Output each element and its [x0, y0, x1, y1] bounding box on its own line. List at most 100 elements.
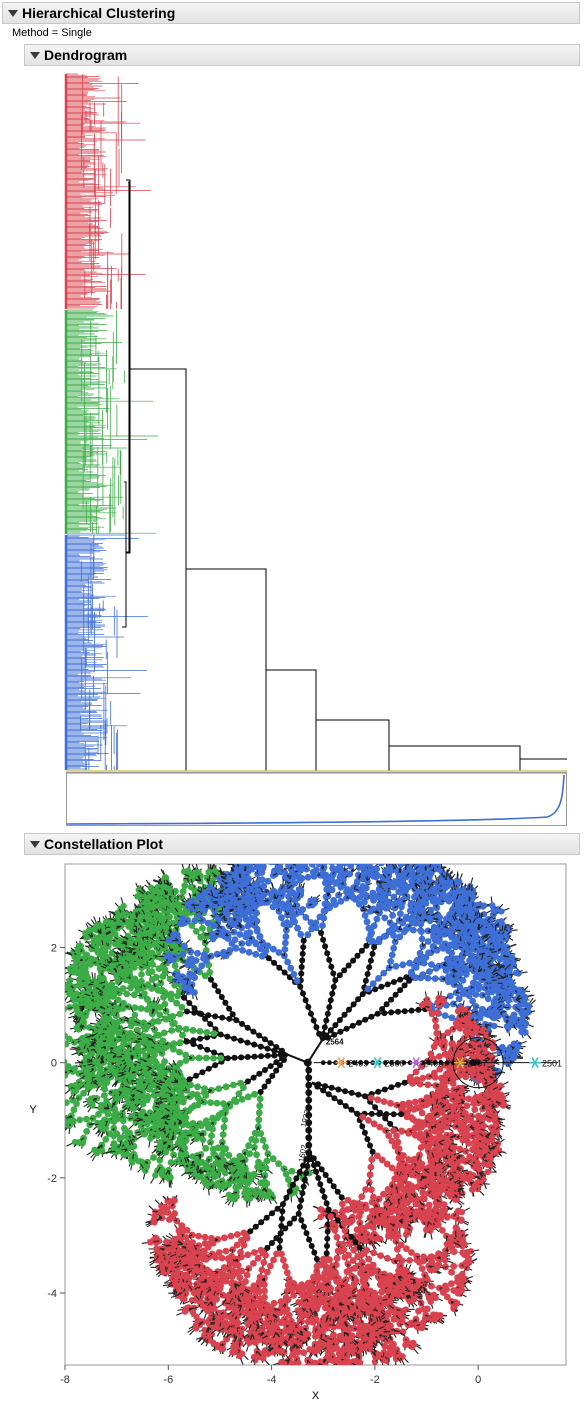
constellation-point: [65, 987, 66, 990]
constellation-point: [98, 951, 105, 959]
constellation-point: [137, 1077, 144, 1084]
constellation-point: [157, 916, 165, 924]
constellation-leaf-label: [65, 1071, 67, 1074]
constellation-leaf-label: [50, 1022, 59, 1032]
constellation-leaf-label: [54, 1105, 60, 1119]
constellation-point: [170, 1045, 177, 1053]
method-label: Method =: [12, 27, 59, 39]
constellation-point: [75, 1094, 83, 1101]
constellation-point: [167, 995, 175, 1003]
constellation-point: [168, 1027, 176, 1034]
dendrogram-node: [126, 179, 131, 554]
x-tick-label: -2: [370, 1374, 380, 1386]
constellation-point: [57, 1102, 64, 1109]
constellation-point: [152, 1003, 160, 1010]
constellation-point: [190, 1041, 197, 1048]
constellation-point: [110, 926, 117, 933]
constellation-point: [51, 1028, 57, 1034]
constellation-point: [56, 1053, 63, 1060]
constellation-point: [150, 1154, 157, 1161]
constellation-point: [271, 1052, 278, 1059]
constellation-point: [46, 1071, 52, 1077]
constellation-point: [211, 982, 218, 989]
constellation-point: [138, 1110, 145, 1118]
constellation-point: [157, 1073, 164, 1080]
constellation-point: [241, 1178, 249, 1186]
dendrogram-svg: [64, 73, 567, 772]
constellation-point: [206, 869, 214, 876]
constellation-leaf-label: [49, 1046, 58, 1055]
constellation-point: [53, 1007, 59, 1013]
constellation-point: [112, 1088, 119, 1096]
constellation-point: [144, 1118, 152, 1125]
constellation-point: [56, 1074, 62, 1080]
disclosure-icon[interactable]: [30, 840, 40, 848]
constellation-point: [123, 990, 131, 998]
constellation-point: [56, 1046, 62, 1052]
constellation-point: [75, 953, 82, 960]
constellation-point: [179, 888, 187, 895]
constellation-point: [125, 1057, 132, 1064]
constellation-point: [56, 1029, 63, 1036]
constellation-point: [143, 1163, 150, 1170]
constellation-point: [202, 1015, 208, 1022]
constellation-point: [238, 1054, 245, 1061]
constellation-leaf-label: [48, 1030, 59, 1033]
constellation-point: [137, 1005, 145, 1012]
constellation-leaf-label: [47, 1046, 57, 1054]
constellation-point: [259, 1136, 267, 1144]
constellation-point: [54, 1012, 60, 1018]
constellation-point: [181, 882, 189, 890]
constellation-point: [176, 1010, 184, 1018]
constellation-point: [50, 1047, 56, 1053]
report-header[interactable]: Hierarchical Clustering: [2, 2, 580, 24]
constellation-point: [197, 1043, 204, 1050]
disclosure-icon[interactable]: [8, 9, 18, 17]
constellation-point: [159, 972, 167, 980]
constellation-point: [57, 1071, 63, 1077]
constellation-point: [170, 901, 177, 909]
constellation-point: [100, 1022, 108, 1029]
constellation-leaf-label: [49, 1105, 60, 1106]
constellation-point: [189, 1026, 197, 1034]
constellation-point: [288, 1167, 296, 1175]
constellation-point: [261, 1083, 268, 1090]
constellation-leaf-label: [56, 1105, 60, 1115]
constellation-leaf-label: [48, 1009, 64, 1012]
constellation-leaf-label: [65, 1071, 67, 1073]
constellation-point: [237, 1079, 245, 1087]
constellation-point: [182, 1051, 190, 1059]
constellation-point: [65, 1058, 68, 1065]
dendrogram-header[interactable]: Dendrogram: [24, 44, 580, 66]
constellation-point: [44, 1077, 50, 1083]
constellation-point: [269, 1155, 277, 1163]
constellation-point: [58, 1009, 64, 1015]
constellation-point: [173, 999, 181, 1007]
constellation-point: [171, 962, 179, 970]
constellation-point: [267, 1063, 274, 1070]
constellation-point: [275, 1160, 282, 1168]
constellation-point: [215, 1085, 223, 1092]
constellation-point: [217, 1054, 225, 1062]
constellation-point: [255, 1109, 263, 1117]
constellation-leaf-label: [55, 1039, 60, 1057]
constellation-leaf-label: [35, 1075, 52, 1078]
constellation-point: [77, 942, 85, 950]
distance-graph[interactable]: [66, 772, 567, 826]
disclosure-icon[interactable]: [30, 51, 40, 59]
constellation-point: [124, 1095, 131, 1102]
constellation-point: [128, 1016, 135, 1023]
constellation-point: [76, 977, 83, 984]
constellation-point: [273, 1067, 280, 1074]
constellation-point: [172, 944, 179, 951]
constellation-point: [70, 1106, 78, 1114]
constellation-leaf-label: [55, 1105, 61, 1111]
dendrogram-plot[interactable]: [30, 72, 567, 772]
constellation-point: [233, 1193, 240, 1200]
constellation-point: [194, 1083, 202, 1091]
constellation-leaf-label: [44, 1071, 52, 1075]
constellation-point: [72, 964, 79, 972]
constellation-header[interactable]: Constellation Plot: [24, 833, 580, 855]
